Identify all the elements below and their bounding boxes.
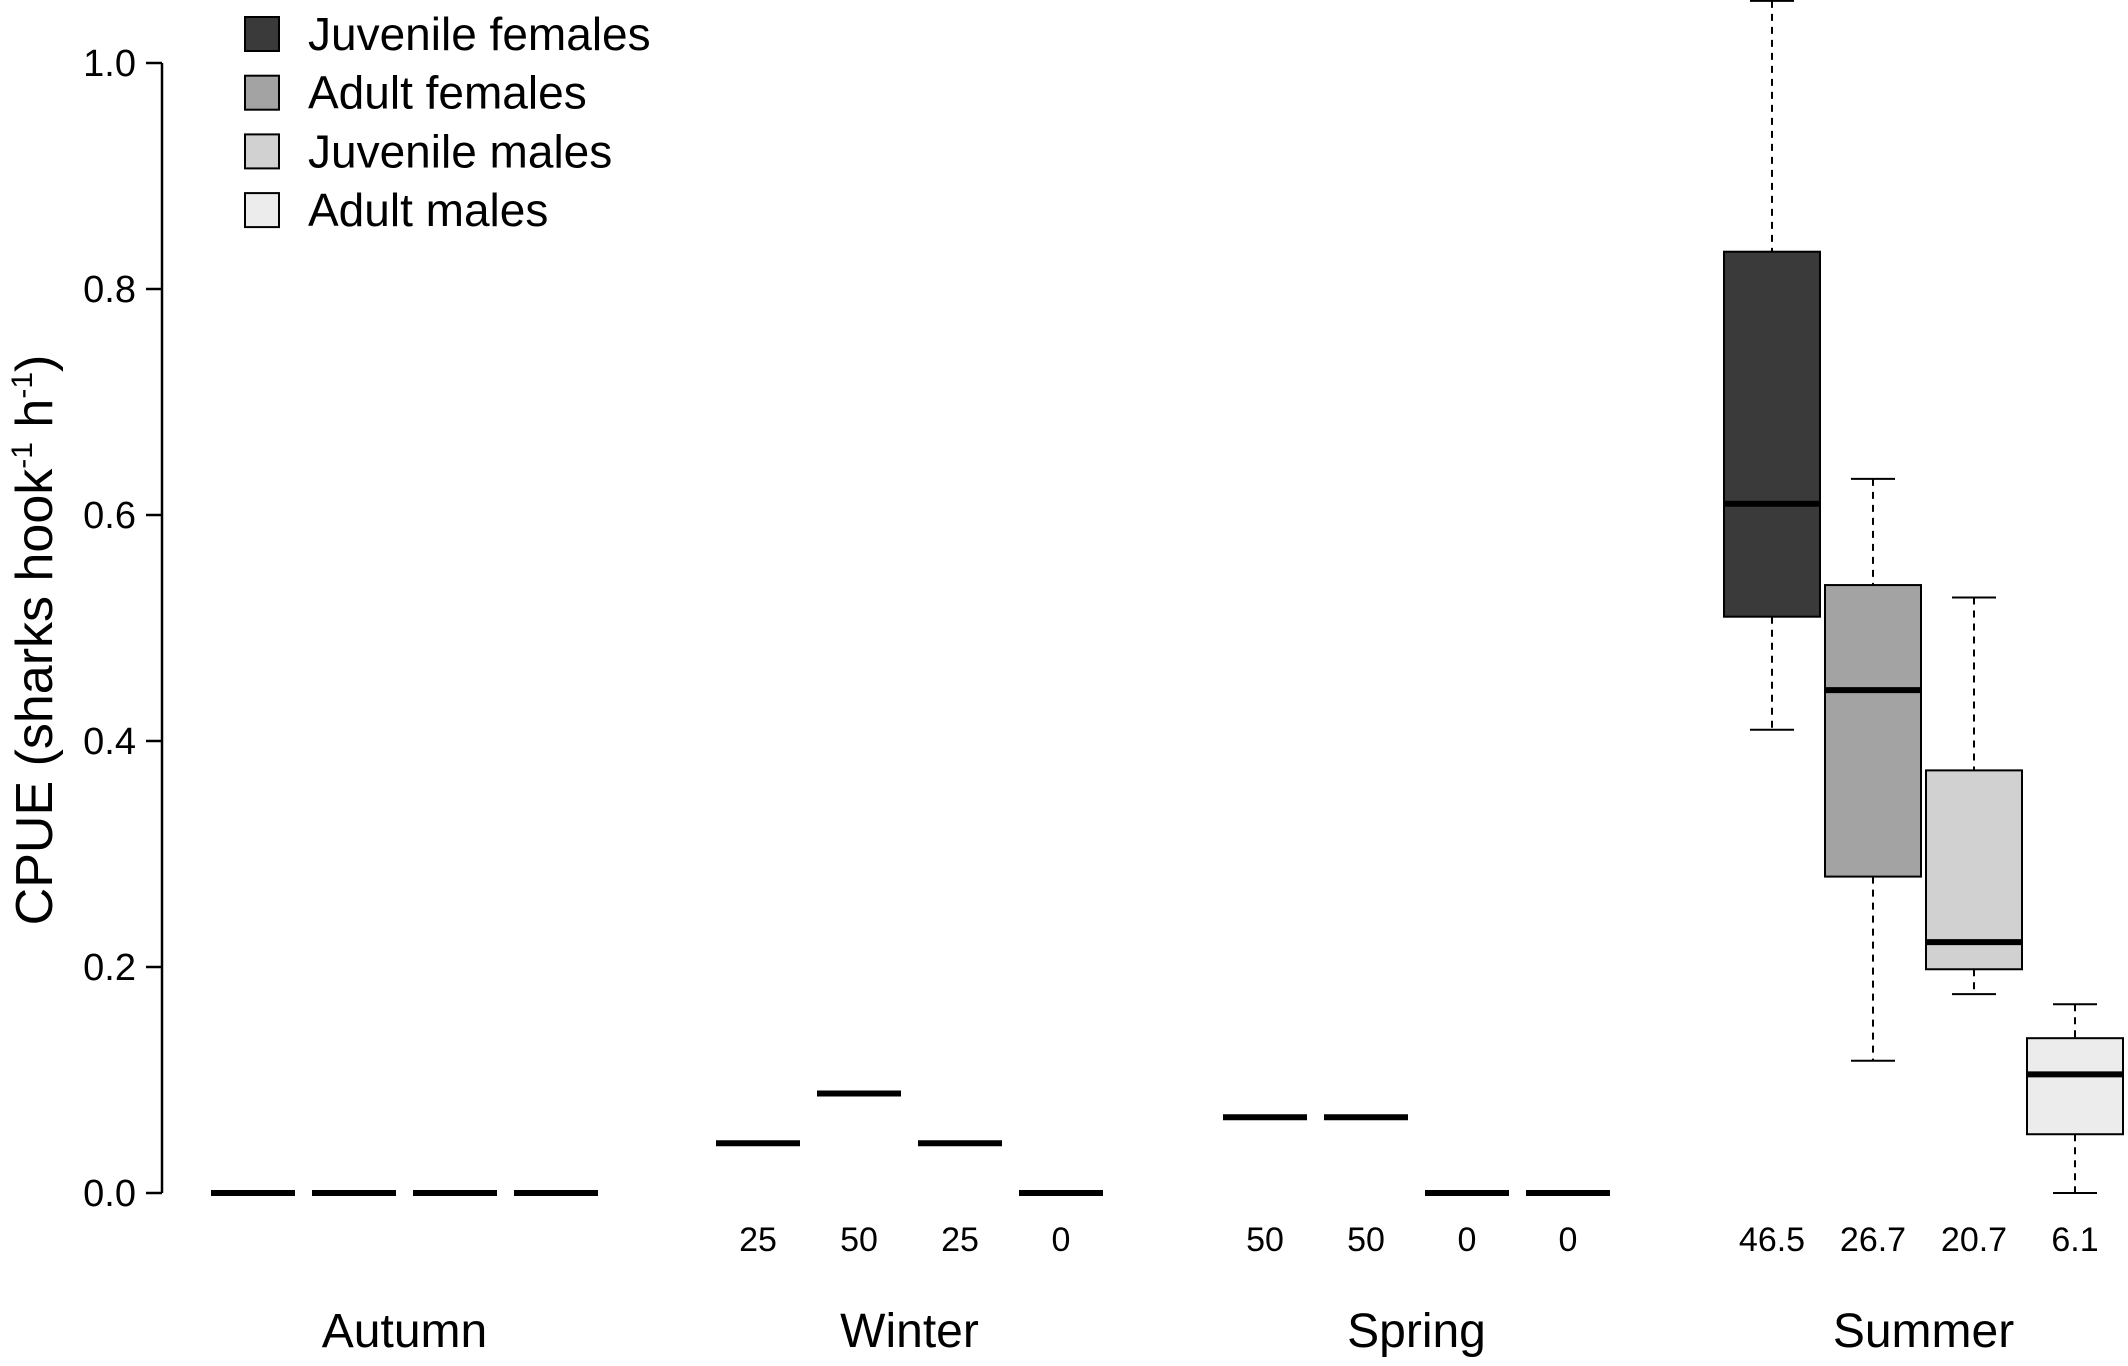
legend-label: Juvenile males [308,125,612,177]
season-label-winter: Winter [840,1305,979,1358]
percentage-label: 50 [840,1221,878,1259]
legend-swatch [244,192,280,229]
box-iqr [1925,769,2023,971]
percentage-label: 0 [1052,1221,1071,1259]
percentage-label: 46.5 [1739,1221,1805,1259]
legend-swatch [244,16,280,52]
percentage-label: 6.1 [2051,1221,2098,1259]
box-adult-females [1824,477,1922,1062]
season-label-summer: Summer [1833,1305,2014,1358]
percentage-label: 25 [941,1221,979,1259]
percentage-label: 50 [1246,1221,1284,1259]
percentage-label: 26.7 [1840,1221,1906,1259]
legend-label: Adult males [308,184,548,236]
percentage-label: 50 [1347,1221,1385,1259]
percentage-label: 0 [1458,1221,1477,1259]
legend-swatch [244,74,280,111]
y-tick-label: 1.0 [83,43,136,85]
season-label-autumn: Autumn [322,1305,487,1358]
legend: Juvenile females Adult females Juvenile ma… [244,8,651,236]
percentage-label: 0 [1559,1221,1578,1259]
box-iqr [2026,1037,2124,1136]
box-adult-males [2026,1003,2124,1194]
y-tick-label: 0.6 [83,495,136,537]
percentage-label: 25 [739,1221,777,1259]
season-labels: Autumn Winter Spring Summer [322,1305,2014,1358]
legend-swatch [244,133,280,170]
y-tick-label: 0.8 [83,269,136,311]
plot-marks [211,0,2124,1196]
box-juvenile-males [1925,596,2023,996]
percentage-label: 20.7 [1941,1221,2007,1259]
y-tick-label: 0.4 [83,721,136,763]
box-iqr [1723,250,1821,618]
legend-label: Juvenile females [308,8,651,60]
percentage-labels: 25 50 25 0 50 50 0 0 46.5 26.7 20.7 6.1 [739,1221,2099,1259]
legend-label: Adult females [308,67,587,119]
y-axis: 0.0 0.2 0.4 0.6 0.8 1.0 [83,43,164,1215]
box-juvenile-females [1723,0,1821,731]
season-label-spring: Spring [1347,1305,1486,1358]
y-tick-label: 0.0 [83,1173,136,1215]
y-tick-label: 0.2 [83,947,136,989]
box-iqr [1824,584,1922,878]
y-axis-title: CPUE (sharks hook-1 h-1) [6,355,64,926]
